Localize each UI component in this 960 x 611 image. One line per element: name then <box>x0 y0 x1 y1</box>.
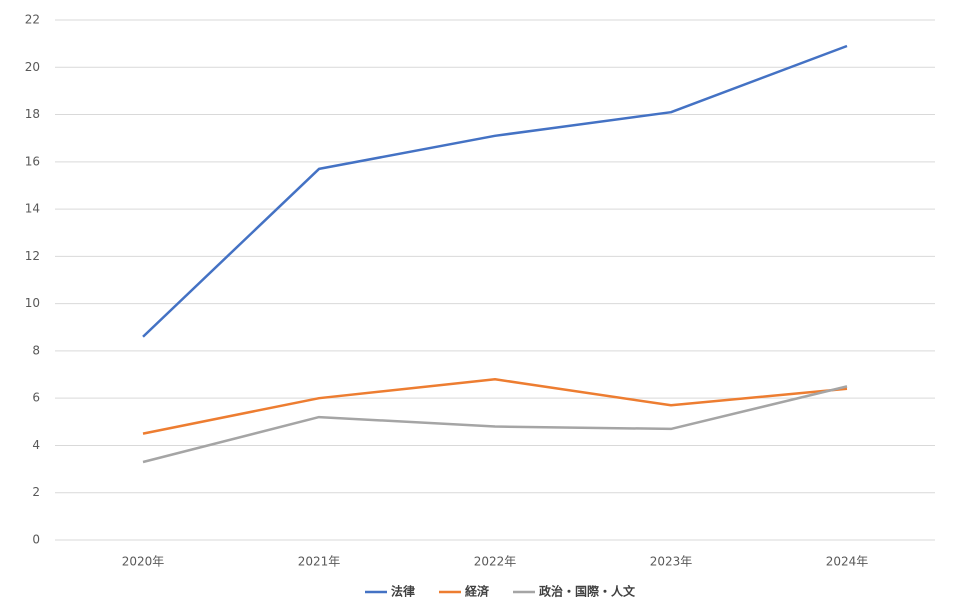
y-tick-label: 22 <box>25 13 40 27</box>
y-tick-label: 18 <box>25 107 40 121</box>
series-line <box>142 385 848 464</box>
y-tick-label: 12 <box>25 249 40 263</box>
y-tick-label: 8 <box>32 343 40 357</box>
x-tick-label: 2022年 <box>474 555 517 569</box>
y-tick-label: 10 <box>25 296 40 310</box>
y-tick-label: 14 <box>25 202 40 216</box>
y-tick-label: 0 <box>32 533 40 547</box>
legend-label: 政治・国際・人文 <box>539 584 636 599</box>
x-tick-label: 2024年 <box>826 555 869 569</box>
y-tick-label: 6 <box>32 391 40 405</box>
y-tick-label: 16 <box>25 154 40 168</box>
y-tick-label: 2 <box>32 485 40 499</box>
y-tick-label: 20 <box>25 60 40 74</box>
legend-label: 経済 <box>465 584 490 599</box>
x-tick-label: 2020年 <box>122 555 165 569</box>
x-tick-label: 2021年 <box>298 555 341 569</box>
series-line <box>142 378 848 435</box>
legend-label: 法律 <box>391 584 415 599</box>
y-tick-label: 4 <box>32 438 40 452</box>
series-line <box>142 44 848 338</box>
x-tick-label: 2023年 <box>650 555 693 569</box>
